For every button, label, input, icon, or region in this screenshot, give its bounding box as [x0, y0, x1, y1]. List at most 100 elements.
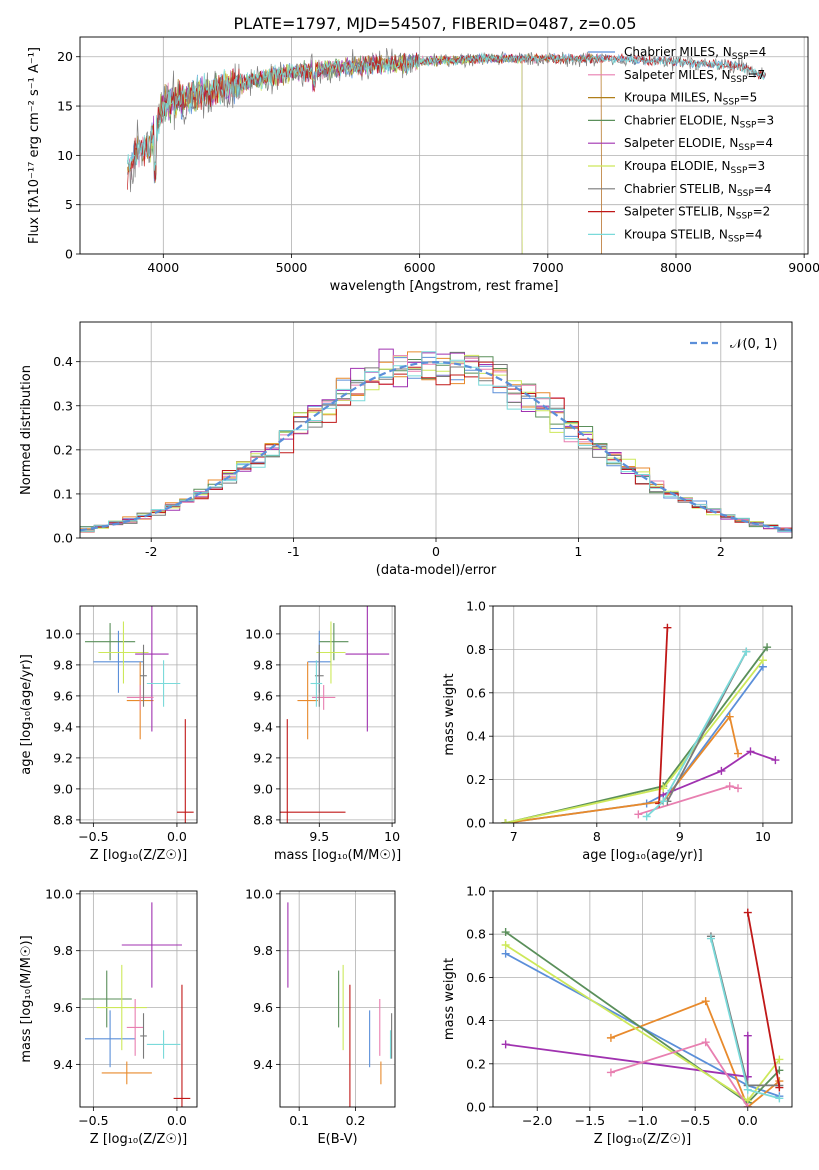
y-tick-label: 0.4 [466, 1013, 486, 1028]
errorbar-point-2 [81, 970, 132, 1028]
panel-age_z: −0.5 0.0 8.8 9.0 9.2 9.4 9.6 9.8 10.0 Z [log₁₀(Z/… [19, 605, 198, 863]
y-tick-label: 0.0 [466, 1100, 486, 1115]
weight-series-3 [505, 1035, 749, 1078]
y-tick-label: 0.4 [466, 729, 486, 744]
y-tick-label: 0.6 [466, 970, 486, 985]
panel-weight_z: −2.0 −1.5 −1.0 −0.5 0.0 0.0 0.2 0.4 0.6 0.8 1.0 Z [… [442, 884, 793, 1147]
y-tick-label: 1.0 [466, 884, 486, 899]
y-tick-label: 0.6 [466, 685, 486, 700]
errorbar-point-0 [93, 630, 144, 693]
y-tick-label: 9.8 [53, 943, 73, 958]
errorbar-point-7 [176, 719, 194, 823]
errorbar-point-6 [140, 644, 147, 707]
x-tick-label: 2 [717, 544, 725, 559]
x-tick-label: 8000 [660, 260, 692, 275]
y-axis-label: age [log₁₀(age/yr)] [19, 654, 34, 775]
x-tick-label: 6000 [404, 260, 436, 275]
weight-marker [501, 928, 510, 937]
legend-label: Chabrier STELIB, NSSP=4 [624, 182, 772, 199]
x-tick-label: 0.1 [289, 1113, 309, 1128]
legend-label: Salpeter ELODIE, NSSP=4 [624, 136, 773, 153]
x-tick-label: -2 [145, 544, 157, 559]
y-tick-label: 9.2 [53, 750, 73, 765]
weight-marker [746, 747, 755, 756]
y-tick-label: 9.6 [53, 688, 73, 703]
plot-area-mass_z [80, 891, 197, 1107]
weight-marker [501, 819, 510, 823]
axes-frame [79, 890, 198, 1108]
y-tick-label: 8.8 [253, 812, 273, 827]
y-tick-label: 0.2 [466, 1056, 486, 1071]
x-tick-label: 1 [574, 544, 582, 559]
weight-marker [763, 643, 772, 652]
errorbar-point-4 [96, 964, 147, 1051]
weight-marker [717, 766, 726, 775]
errorbar-point-7 [173, 984, 191, 1107]
x-tick-label: 9.5 [309, 829, 329, 844]
errorbar-point-2 [85, 623, 136, 661]
weight-marker [725, 782, 734, 791]
errorbar-point-6 [140, 1013, 147, 1059]
panel-spectrum: 4000 5000 6000 7000 8000 9000 0 5 10 15 20 waveleng… [27, 36, 819, 294]
plot-area-weight_z [493, 891, 792, 1107]
y-tick-label: 0.0 [466, 816, 486, 831]
x-axis-label: age [log₁₀(age/yr)] [582, 848, 703, 863]
x-tick-label: 10 [384, 829, 400, 844]
y-tick-label: 9.6 [253, 688, 273, 703]
x-tick-label: 7 [510, 829, 518, 844]
x-tick-label: 8 [593, 829, 601, 844]
y-tick-label: 0 [65, 247, 73, 262]
panel-age_mass: 9.5 10 8.8 9.0 9.2 9.4 9.6 9.8 10.0 mass [log₁₀(M… [245, 605, 401, 863]
weight-series-2 [505, 646, 768, 823]
weight-marker [659, 797, 668, 806]
errorbar-point-8 [146, 1030, 181, 1059]
weight-marker [606, 1068, 615, 1077]
x-tick-label: 0.2 [346, 1113, 366, 1128]
weight-marker [725, 712, 734, 721]
weight-marker [634, 810, 643, 819]
x-tick-label: −0.5 [78, 829, 108, 844]
weight-marker [742, 647, 751, 656]
weight-marker [734, 749, 743, 758]
axes-frame [79, 321, 793, 539]
y-axis-label: mass [log₁₀(M/M☉)] [19, 935, 34, 1062]
weight-marker [663, 623, 672, 632]
errorbar-point-8 [310, 660, 323, 707]
y-tick-label: 0.8 [466, 927, 486, 942]
legend-label: Salpeter STELIB, NSSP=2 [624, 205, 770, 222]
y-tick-label: 10.0 [245, 886, 273, 901]
y-axis-label: Normed distribution [19, 365, 34, 495]
weight-series-3 [662, 750, 776, 796]
x-tick-label: -1 [287, 544, 299, 559]
errorbar-point-3 [135, 606, 169, 732]
legend-label: Kroupa STELIB, NSSP=4 [624, 227, 762, 244]
weight-marker [501, 1040, 510, 1049]
x-axis-label: wavelength [Angstrom, rest frame] [330, 279, 559, 294]
x-tick-label: −1.0 [627, 1113, 657, 1128]
weight-marker [734, 784, 743, 793]
y-tick-label: 1.0 [466, 599, 486, 614]
errorbar-point-5 [312, 685, 336, 710]
y-tick-label: 9.0 [53, 781, 73, 796]
legend-label: Kroupa MILES, NSSP=5 [624, 91, 757, 108]
errorbar-point-5 [126, 685, 154, 710]
legend-label: Chabrier ELODIE, NSSP=3 [624, 113, 774, 130]
errorbar-point-1 [101, 1061, 152, 1085]
weight-marker [606, 1033, 615, 1042]
plot-area-mass_ebv [280, 891, 395, 1107]
x-tick-label: 0.0 [167, 829, 187, 844]
legend-label: Salpeter MILES, NSSP=7 [624, 68, 765, 85]
y-axis-label: mass weight [442, 673, 457, 755]
plot-area-age_z [80, 606, 197, 823]
y-tick-label: 9.4 [253, 719, 273, 734]
weight-marker [706, 934, 715, 943]
panel-mass_z: −0.5 0.0 9.4 9.6 9.8 10.0 Z [log₁₀(Z/Z☉)] mass … [19, 886, 198, 1147]
legend-label: Chabrier MILES, NSSP=4 [624, 45, 766, 62]
y-tick-label: 0.4 [53, 354, 73, 369]
x-axis-label: (data-model)/error [376, 563, 497, 578]
y-tick-label: 0.0 [53, 531, 73, 546]
y-axis-label: Flux [fλ10⁻¹⁷ erg cm⁻² s⁻¹ A⁻¹] [27, 47, 42, 244]
y-tick-label: 15 [57, 99, 73, 114]
weight-marker [701, 1038, 710, 1047]
